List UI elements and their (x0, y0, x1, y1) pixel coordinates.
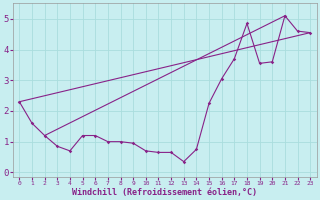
X-axis label: Windchill (Refroidissement éolien,°C): Windchill (Refroidissement éolien,°C) (72, 188, 257, 197)
